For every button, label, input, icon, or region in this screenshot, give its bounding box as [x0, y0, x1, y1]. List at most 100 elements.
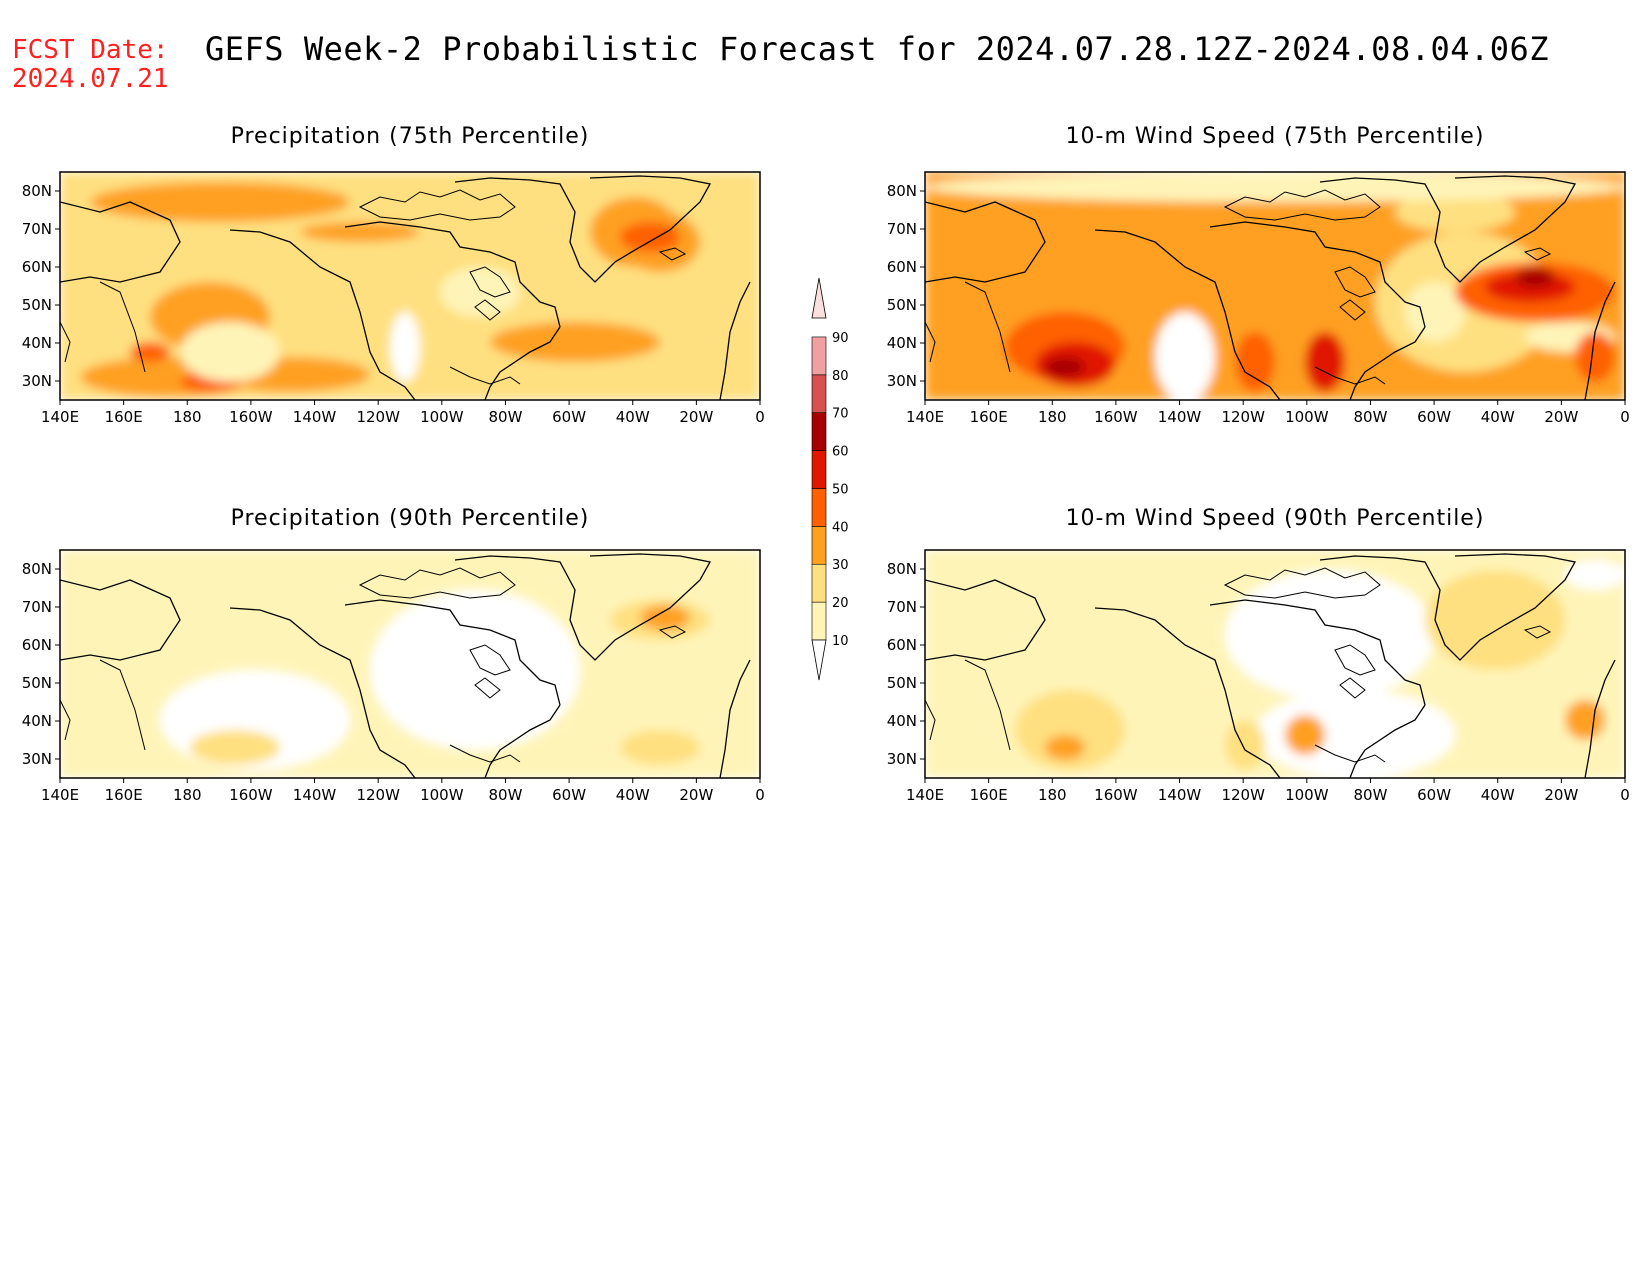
lat-tick-label: 60N: [887, 636, 917, 654]
lon-tick-label: 140W: [293, 786, 337, 804]
colorbar-label: 10: [832, 634, 849, 649]
colorbar-top-arrow: [811, 277, 827, 319]
coastline-outline: [925, 175, 1616, 400]
forecast-date-block: FCST Date: 2024.07.21: [12, 36, 169, 94]
lat-tick-label: 50N: [22, 674, 52, 692]
shade-region: [390, 312, 420, 382]
lon-tick-label: 140E: [41, 408, 79, 426]
lon-tick-label: 40W: [1481, 786, 1515, 804]
shade-region: [1565, 560, 1625, 590]
lon-tick-label: 180: [173, 786, 202, 804]
shade-region: [1395, 192, 1515, 232]
lon-tick-label: 0: [755, 408, 765, 426]
lon-tick-label: 20W: [679, 786, 713, 804]
map-frame: [924, 549, 1626, 779]
lon-tick-label: 80W: [488, 408, 522, 426]
lon-tick-label: 140W: [1158, 786, 1202, 804]
lat-tick-label: 70N: [887, 598, 917, 616]
colorbar-label: 50: [832, 482, 849, 497]
shade-region: [1225, 570, 1435, 700]
lat-tick-label: 70N: [22, 598, 52, 616]
map-panel-p90: 140E 160E 180 160W 140W 120W 100W 80W 60W 40W 20W 0…: [22, 549, 765, 804]
shade-region: [620, 730, 700, 765]
lat-tick-label: 30N: [887, 372, 917, 390]
lon-tick-label: 80W: [488, 786, 522, 804]
colorbar-segment: [811, 412, 827, 451]
lon-tick-label: 40W: [1481, 408, 1515, 426]
shade-region: [1575, 332, 1615, 382]
lon-tick-label: 60W: [552, 786, 586, 804]
shade-region: [130, 342, 170, 362]
lat-tick-label: 40N: [887, 712, 917, 730]
colorbar-label: 80: [832, 369, 849, 384]
panel-title-wind-75: 10-m Wind Speed (75th Percentile): [1065, 124, 1485, 149]
shade-region: [1015, 690, 1125, 770]
lat-tick-label: 30N: [22, 750, 52, 768]
lon-tick-label: 100W: [420, 408, 464, 426]
lon-tick-label: 140W: [293, 408, 337, 426]
colorbar-label: 60: [832, 445, 849, 460]
lon-tick-label: 60W: [552, 408, 586, 426]
lon-tick-label: 0: [1620, 786, 1630, 804]
lon-tick-label: 100W: [1285, 786, 1329, 804]
shade-region: [1255, 690, 1455, 778]
colorbar-label: 30: [832, 558, 849, 573]
lon-tick-label: 160E: [105, 786, 143, 804]
colorbar-label: 20: [832, 596, 849, 611]
coastline-outline: [925, 553, 1616, 778]
lon-tick-label: 40W: [616, 786, 650, 804]
probability-shading: [60, 172, 760, 400]
lon-tick-label: 0: [1620, 408, 1630, 426]
colorbar-segment: [811, 450, 827, 489]
lon-tick-label: 180: [1038, 408, 1067, 426]
lon-tick-label: 100W: [1285, 408, 1329, 426]
map-frame: [59, 171, 761, 401]
lon-tick-label: 100W: [420, 786, 464, 804]
lon-tick-label: 80W: [1353, 408, 1387, 426]
lat-tick-label: 50N: [887, 674, 917, 692]
lon-tick-label: 140E: [41, 786, 79, 804]
lon-tick-label: 80W: [1353, 786, 1387, 804]
lon-tick-label: 160E: [105, 408, 143, 426]
lat-tick-label: 50N: [887, 296, 917, 314]
lon-tick-label: 180: [1038, 786, 1067, 804]
lat-tick-label: 50N: [22, 296, 52, 314]
lon-tick-label: 20W: [1544, 408, 1578, 426]
shade-region: [1235, 332, 1275, 392]
lon-tick-label: 0: [755, 786, 765, 804]
shade-region: [1405, 282, 1465, 342]
shade-region: [1225, 720, 1265, 770]
shade-region: [1155, 312, 1215, 400]
lat-tick-label: 30N: [22, 372, 52, 390]
colorbar-legend: 10 20 30 40 50 60 70 80 90: [811, 277, 849, 681]
shade-region: [1045, 357, 1085, 377]
shade-region: [90, 182, 350, 222]
lon-tick-label: 160W: [229, 786, 273, 804]
colorbar-segment: [811, 374, 827, 414]
shade-region: [1285, 715, 1325, 755]
lon-tick-label: 180: [173, 408, 202, 426]
shade-region: [620, 222, 680, 252]
shade-region: [1565, 700, 1605, 740]
map-frame: [924, 171, 1626, 401]
shade-region: [1515, 267, 1555, 287]
map-panel-w75: 140E 160E 180 160W 140W 120W 100W 80W 60W 40W 20W 0…: [887, 171, 1630, 426]
shade-region: [490, 322, 660, 362]
lon-tick-label: 20W: [679, 408, 713, 426]
lat-tick-label: 80N: [887, 182, 917, 200]
lat-tick-label: 40N: [887, 334, 917, 352]
lat-tick-label: 80N: [22, 560, 52, 578]
lon-tick-label: 20W: [1544, 786, 1578, 804]
coastline-outline: [60, 553, 751, 778]
colorbar-segment: [811, 563, 827, 603]
shade-region: [1045, 735, 1085, 760]
lon-tick-label: 140W: [1158, 408, 1202, 426]
lat-tick-label: 70N: [887, 220, 917, 238]
figure-title: GEFS Week-2 Probabilistic Forecast for 2…: [205, 30, 1550, 68]
panel-title-wind-90: 10-m Wind Speed (90th Percentile): [1065, 506, 1485, 531]
colorbar-label: 90: [832, 331, 849, 346]
lon-tick-label: 160W: [1094, 786, 1138, 804]
lon-tick-label: 160W: [229, 408, 273, 426]
lon-tick-label: 140E: [906, 408, 944, 426]
